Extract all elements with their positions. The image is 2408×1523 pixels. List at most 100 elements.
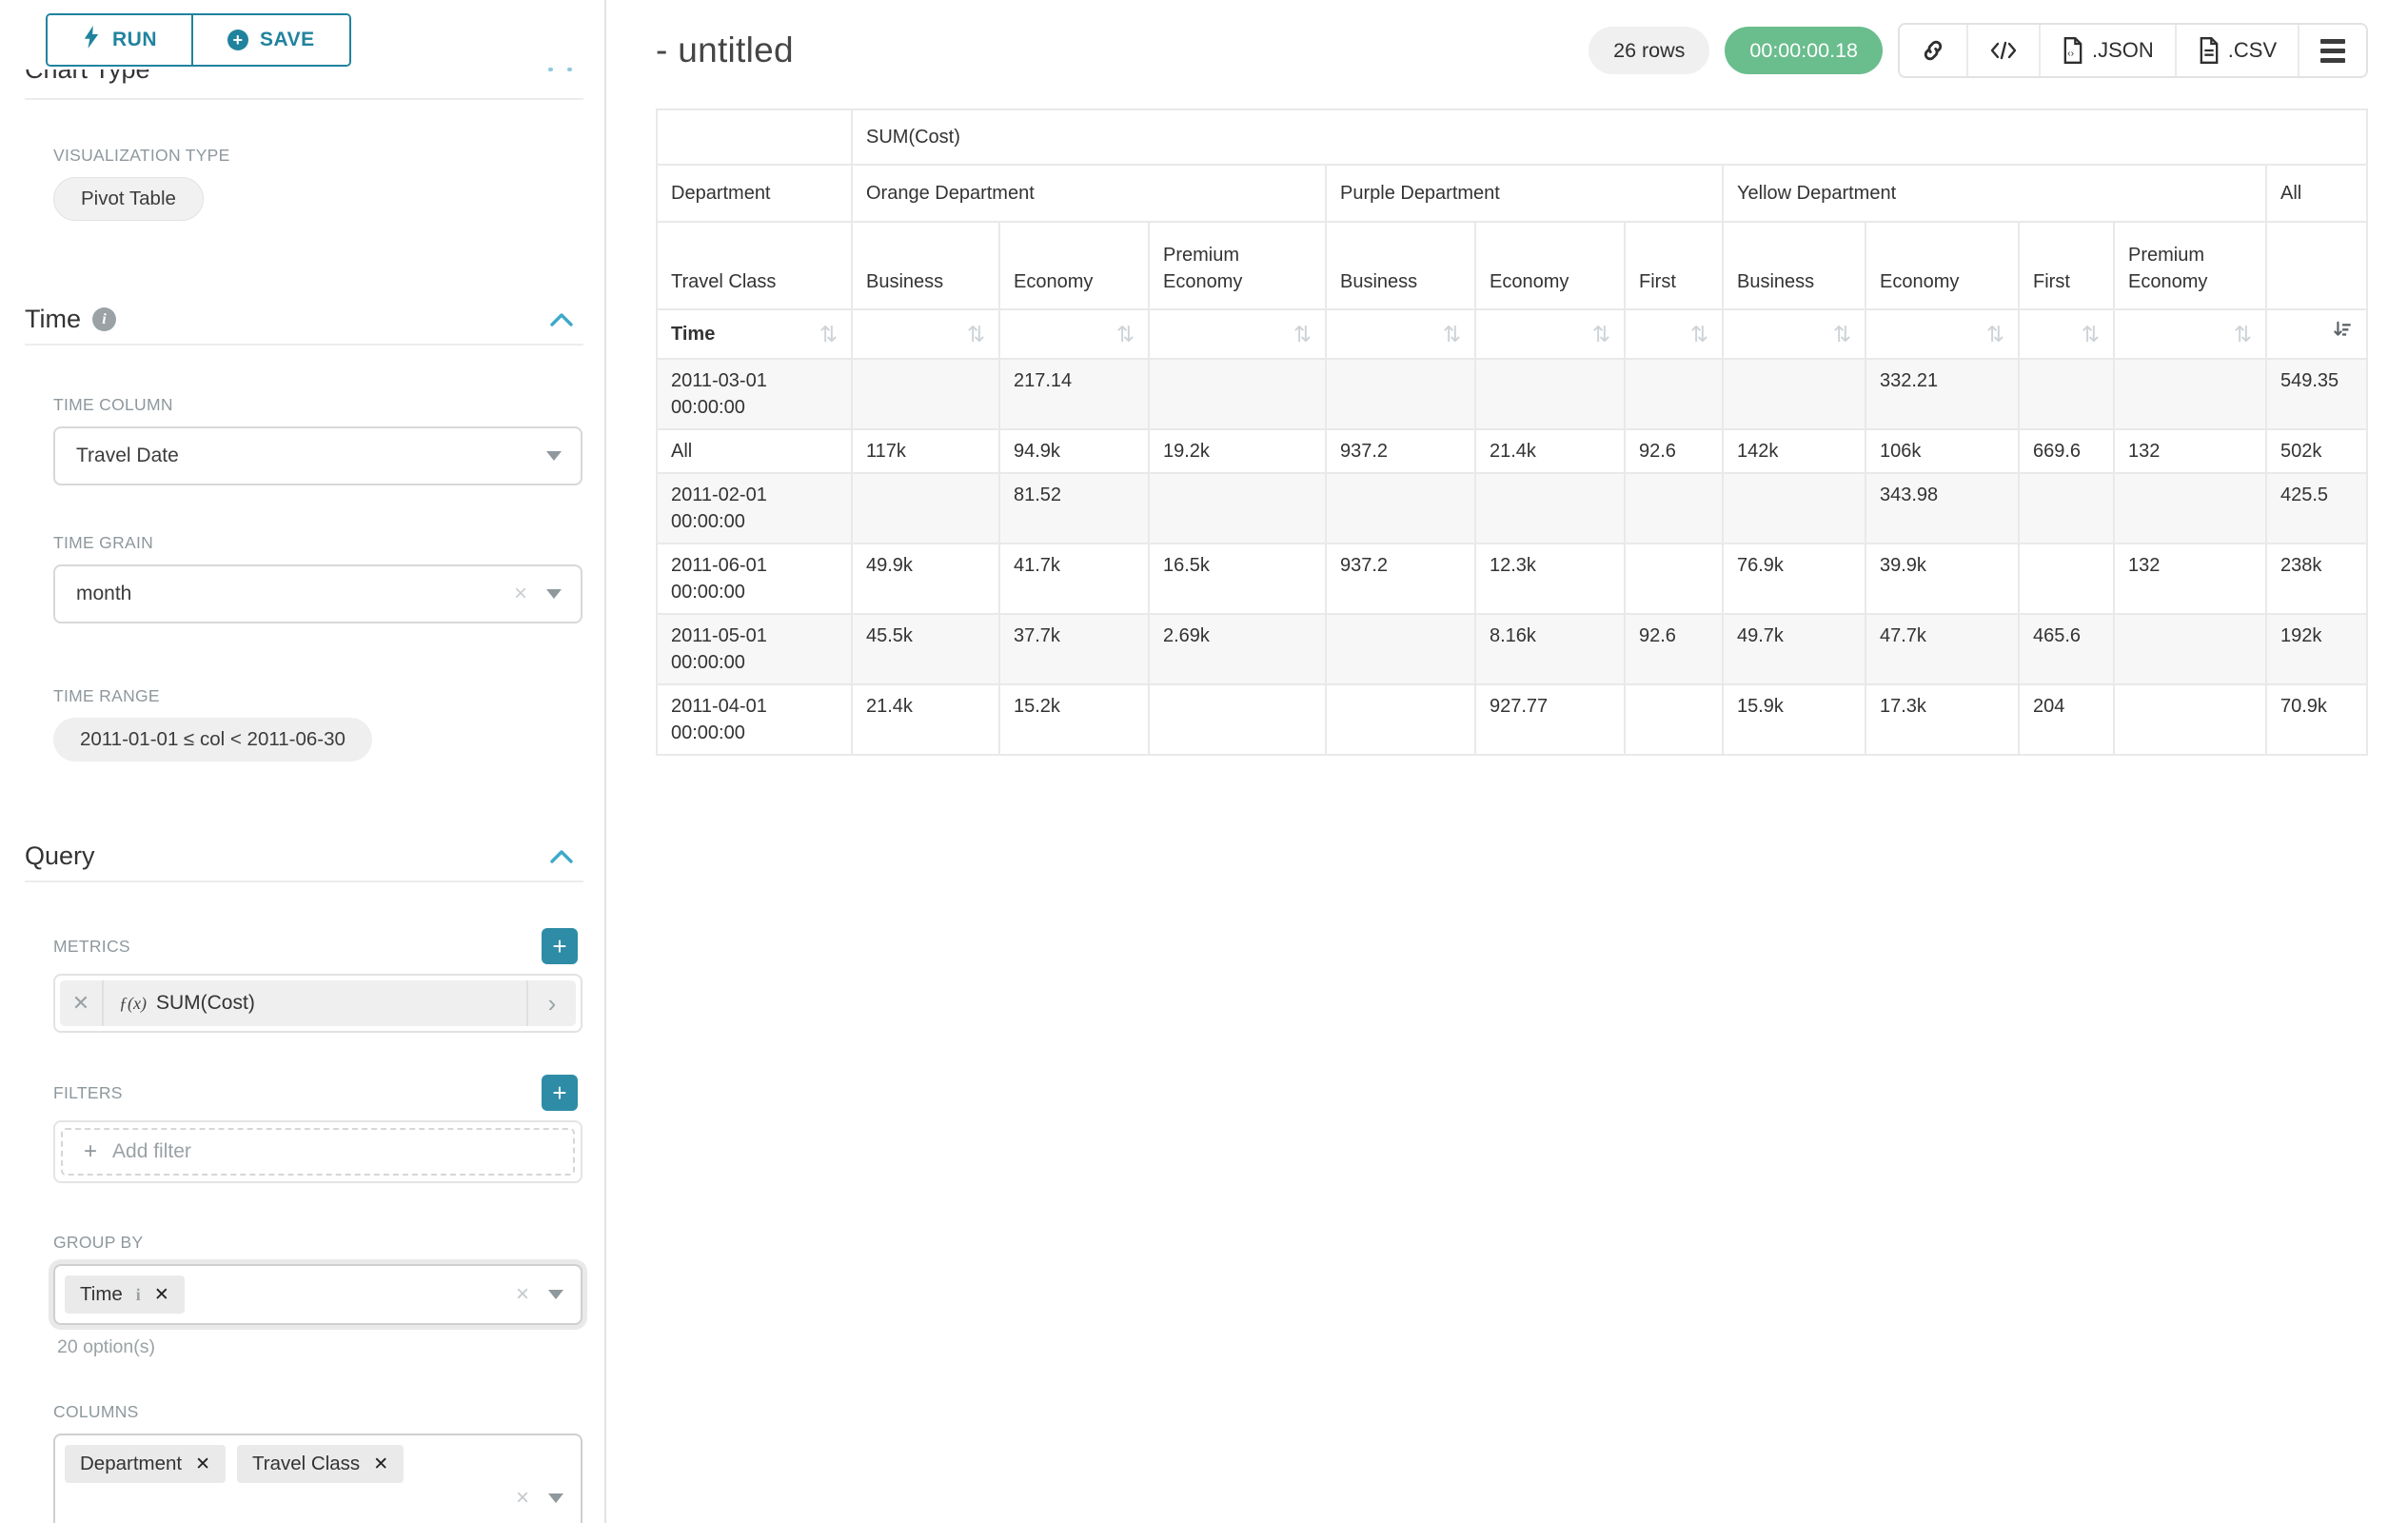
export-json-button[interactable]: ‹› .JSON (2039, 25, 2175, 76)
remove-chip-icon[interactable]: ✕ (373, 1454, 389, 1474)
sort-icon[interactable]: ⇅ (1985, 321, 2004, 346)
table-row: 2011-02-01 00:00:00 81.52 343.98 425.5 (656, 472, 2369, 544)
data-cell (1148, 683, 1327, 756)
sort-icon[interactable]: ⇅ (966, 321, 985, 346)
data-cell: 937.2 (1325, 543, 1476, 615)
clear-icon[interactable]: × (513, 581, 527, 606)
menu-button[interactable] (2298, 25, 2367, 76)
sort-icon[interactable]: ⇅ (819, 321, 838, 346)
data-cell: 465.6 (2018, 613, 2115, 685)
table-row: 2011-04-01 00:00:00 21.4k 15.2k 927.77 15.9k… (656, 683, 2369, 756)
sort-icon[interactable]: ⇅ (1832, 321, 1851, 346)
chart-title[interactable]: - untitled (656, 30, 794, 69)
remove-metric-icon[interactable]: ✕ (60, 980, 104, 1026)
embed-code-button[interactable] (1966, 25, 2039, 76)
save-button[interactable]: + SAVE (193, 15, 349, 65)
run-button[interactable]: RUN (48, 15, 193, 65)
viz-type-pill[interactable]: Pivot Table (53, 177, 204, 221)
data-cell: 16.5k (1148, 543, 1327, 615)
export-csv-label: .CSV (2227, 38, 2278, 62)
json-file-icon: ‹› (2062, 37, 2084, 64)
sort-header-cell: ⇅ (1865, 308, 2020, 360)
sort-cell: ⇅ (1737, 321, 1851, 346)
group-by-label: GROUP BY (53, 1233, 144, 1252)
data-cell (2018, 472, 2115, 544)
metric-header-row: SUM(Cost) (656, 109, 2369, 166)
table-row: 2011-05-01 00:00:00 45.5k 37.7k 2.69k 8.16k 9… (656, 613, 2369, 685)
time-grain-label: TIME GRAIN (53, 533, 154, 552)
time-section-title: Time (25, 305, 81, 333)
selected-option-chip[interactable]: Department ✕ (65, 1445, 227, 1483)
chevron-right-icon[interactable]: › (526, 980, 576, 1026)
clear-icon[interactable]: × (515, 1485, 529, 1511)
data-cell: 92.6 (1624, 613, 1724, 685)
add-metric-button[interactable]: + (542, 928, 578, 964)
code-icon (1989, 39, 2018, 62)
metric-item[interactable]: ✕ ƒ(x) SUM(Cost) › (60, 980, 576, 1026)
sort-icon[interactable]: ⇅ (1115, 321, 1135, 346)
row-header: 2011-06-01 00:00:00 (656, 543, 853, 615)
divider (25, 98, 583, 100)
data-cell: 549.35 (2264, 358, 2369, 430)
data-cell (2113, 472, 2267, 544)
chevron-up-icon[interactable] (549, 849, 574, 864)
sort-cell: ⇅ (1880, 321, 2004, 346)
sort-desc-active-icon[interactable] (2332, 320, 2353, 348)
group-by-select[interactable]: Time i ✕ × (53, 1264, 582, 1325)
group-by-options-hint: 20 option(s) (57, 1336, 155, 1357)
data-cell: 204 (2018, 683, 2115, 756)
info-icon: i (92, 307, 116, 331)
time-grain-select[interactable]: month × (53, 564, 582, 623)
data-cell: 132 (2113, 428, 2267, 474)
sort-icon[interactable]: ⇅ (1293, 321, 1312, 346)
columns-label: COLUMNS (53, 1402, 139, 1421)
query-actions: RUN + SAVE (46, 13, 351, 67)
time-column-select[interactable]: Travel Date (53, 426, 582, 485)
column-subheader: First (1624, 221, 1724, 310)
sort-icon[interactable]: ⇅ (2081, 321, 2100, 346)
export-csv-button[interactable]: .CSV (2174, 25, 2299, 76)
data-cell (2018, 543, 2115, 615)
sort-header-cell: ⇅ (1722, 308, 1866, 360)
sort-icon[interactable]: ⇅ (1442, 321, 1461, 346)
row-header: 2011-05-01 00:00:00 (656, 613, 853, 685)
plus-icon: + (84, 1138, 98, 1164)
chevron-down-icon (548, 1493, 563, 1503)
chevron-up-icon[interactable] (549, 312, 574, 327)
sort-cell: ⇅ (1014, 321, 1135, 346)
metric-header-cell: SUM(Cost) (850, 109, 2369, 166)
data-cell: 92.6 (1624, 428, 1724, 474)
column-subheader: Economy (1474, 221, 1626, 310)
sort-icon[interactable]: ⇅ (1689, 321, 1708, 346)
column-subheader: Premium Economy (1148, 221, 1327, 310)
time-range-pill[interactable]: 2011-01-01 ≤ col < 2011-06-30 (53, 718, 372, 762)
add-filter-dropzone[interactable]: + Add filter (61, 1128, 575, 1176)
link-icon (1921, 38, 1945, 63)
sort-icon[interactable]: ⇅ (2233, 321, 2252, 346)
add-filter-label: Add filter (112, 1140, 191, 1162)
remove-chip-icon[interactable]: ✕ (195, 1454, 211, 1474)
row-count-badge: 26 rows (1589, 27, 1710, 74)
columns-select[interactable]: Department ✕ Travel Class ✕ × (53, 1434, 582, 1523)
column-group-header: Orange Department (851, 164, 1327, 223)
data-cell: 21.4k (1474, 428, 1626, 474)
data-cell (1624, 543, 1724, 615)
viz-type-label: VISUALIZATION TYPE (53, 146, 230, 165)
data-cell (1624, 358, 1724, 430)
data-cell: 343.98 (1865, 472, 2020, 544)
sort-icon[interactable]: ⇅ (1591, 321, 1610, 346)
clear-icon[interactable]: × (515, 1281, 529, 1307)
share-link-button[interactable] (1900, 25, 1966, 76)
data-cell: 332.21 (1865, 358, 2020, 430)
sort-header-cell: ⇅ (1325, 308, 1476, 360)
add-filter-plus-button[interactable]: + (542, 1075, 578, 1111)
selected-option-chip[interactable]: Travel Class ✕ (237, 1445, 405, 1483)
row-header: 2011-04-01 00:00:00 (656, 683, 853, 756)
selected-option-chip[interactable]: Time i ✕ (65, 1276, 185, 1314)
hamburger-icon (2320, 38, 2346, 63)
filters-box: + Add filter (53, 1120, 582, 1183)
column-subheader: Business (851, 221, 1000, 310)
remove-chip-icon[interactable]: ✕ (153, 1284, 169, 1305)
sort-header-cell (2264, 308, 2369, 360)
row-header: 2011-03-01 00:00:00 (656, 358, 853, 430)
